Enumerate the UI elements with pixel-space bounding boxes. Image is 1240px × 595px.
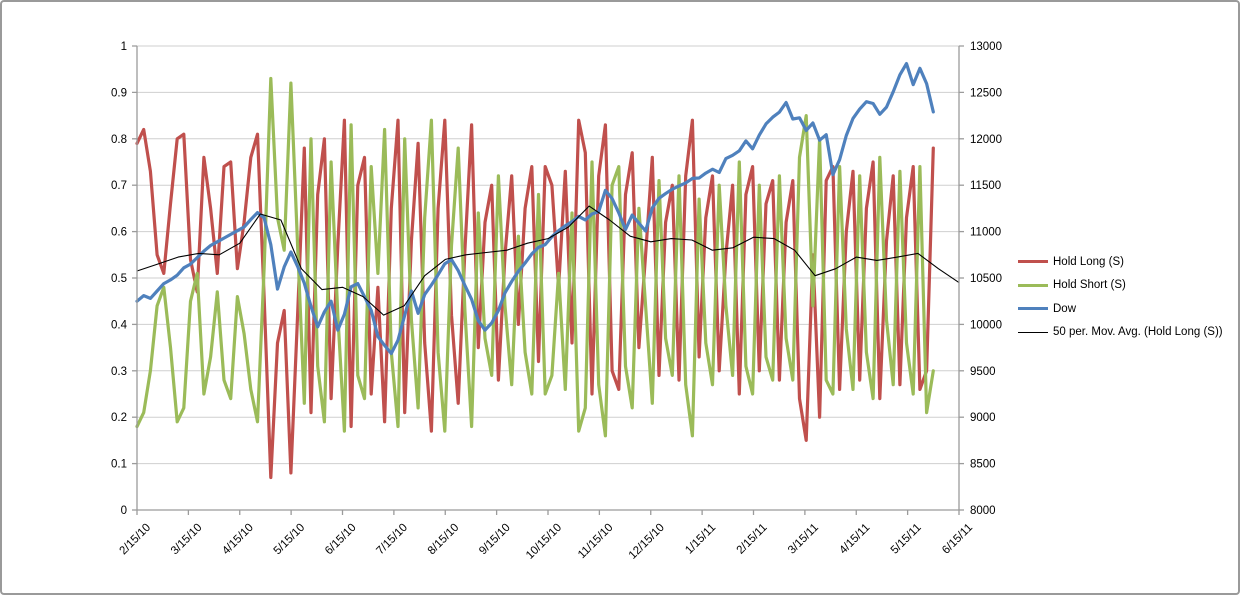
series-line-50-per-mov-avg-hold-long-s — [136, 205, 960, 316]
legend-item-moving-average: 50 per. Mov. Avg. (Hold Long (S)) — [1018, 323, 1223, 343]
y-left-tick-label: 0.4 — [111, 319, 128, 331]
x-tick-label: 5/15/11 — [889, 522, 924, 557]
y-left-tick-label: 1 — [121, 41, 127, 53]
y-left-tick-label: 0.2 — [111, 412, 127, 424]
y-left-tick-label: 0.9 — [111, 87, 127, 99]
legend-item-dow: Dow — [1018, 299, 1223, 319]
y-axis-left-labels: 0 0.1 0.2 0.3 0.4 0.5 0.6 0.7 0.8 0.9 1 — [111, 41, 128, 517]
y-right-tick-label: 8000 — [970, 505, 996, 517]
x-tick-label: 7/15/10 — [374, 522, 410, 558]
y-right-tick-label: 10500 — [970, 273, 1002, 285]
legend-item-hold-short: Hold Short (S) — [1018, 276, 1223, 296]
x-tick-label: 4/15/10 — [220, 522, 256, 558]
x-tick-label: 6/15/11 — [940, 522, 975, 557]
x-axis-labels: 2/15/10 3/15/10 4/15/10 5/15/10 6/15/10 7/15/… — [118, 522, 976, 562]
x-tick-label: 2/15/10 — [118, 522, 154, 558]
hold-long-legend-line-icon — [1018, 260, 1048, 264]
series-line-dow — [135, 61, 935, 356]
y-right-tick-label: 11000 — [970, 227, 1001, 239]
series-line-hold-short-s — [135, 76, 935, 438]
x-tick-label: 9/15/10 — [477, 522, 513, 558]
moving-average-legend-line-icon — [1018, 331, 1048, 333]
y-right-tick-label: 13000 — [970, 41, 1002, 53]
y-left-tick-label: 0 — [121, 505, 127, 517]
axes — [132, 45, 964, 515]
x-tick-label: 3/15/10 — [169, 522, 205, 558]
x-tick-label: 12/15/10 — [627, 522, 667, 562]
y-axis-right-labels: 8000 8500 9000 9500 10000 10500 11000 11500 1200… — [970, 41, 1002, 517]
y-right-tick-label: 10000 — [970, 319, 1002, 331]
x-tick-label: 6/15/10 — [323, 522, 359, 558]
legend-label-moving-average: 50 per. Mov. Avg. (Hold Long (S)) — [1053, 326, 1223, 339]
x-tick-label: 3/15/11 — [786, 522, 821, 557]
y-left-tick-label: 0.6 — [111, 227, 127, 239]
dow-legend-line-icon — [1018, 307, 1048, 311]
y-left-tick-label: 0.8 — [111, 134, 127, 146]
x-tick-label: 5/15/10 — [272, 522, 308, 558]
y-right-tick-label: 9000 — [970, 412, 996, 424]
hold-short-legend-line-icon — [1018, 283, 1048, 287]
x-tick-label: 4/15/11 — [837, 522, 872, 557]
legend-label-hold-long: Hold Long (S) — [1053, 255, 1124, 268]
y-right-tick-label: 12000 — [970, 134, 1002, 146]
y-right-tick-label: 8500 — [970, 459, 996, 471]
legend-label-hold-short: Hold Short (S) — [1053, 279, 1126, 292]
x-tick-label: 2/15/11 — [735, 522, 770, 557]
x-tick-label: 11/15/10 — [576, 522, 616, 562]
y-left-tick-label: 0.3 — [111, 366, 127, 378]
y-left-tick-label: 0.5 — [111, 273, 127, 285]
x-tick-label: 8/15/10 — [426, 522, 462, 558]
legend-item-hold-long: Hold Long (S) — [1018, 252, 1223, 272]
legend-label-dow: Dow — [1053, 302, 1077, 315]
y-left-tick-label: 0.7 — [111, 180, 127, 192]
y-right-tick-label: 9500 — [970, 366, 996, 378]
y-right-tick-label: 11500 — [970, 180, 1001, 192]
y-left-tick-label: 0.1 — [111, 459, 127, 471]
y-right-tick-label: 12500 — [970, 87, 1002, 99]
x-tick-label: 1/15/11 — [683, 522, 718, 557]
x-tick-label: 10/15/10 — [524, 522, 564, 562]
chart-legend: Hold Long (S) Hold Short (S) Dow 50 per.… — [1018, 252, 1223, 346]
